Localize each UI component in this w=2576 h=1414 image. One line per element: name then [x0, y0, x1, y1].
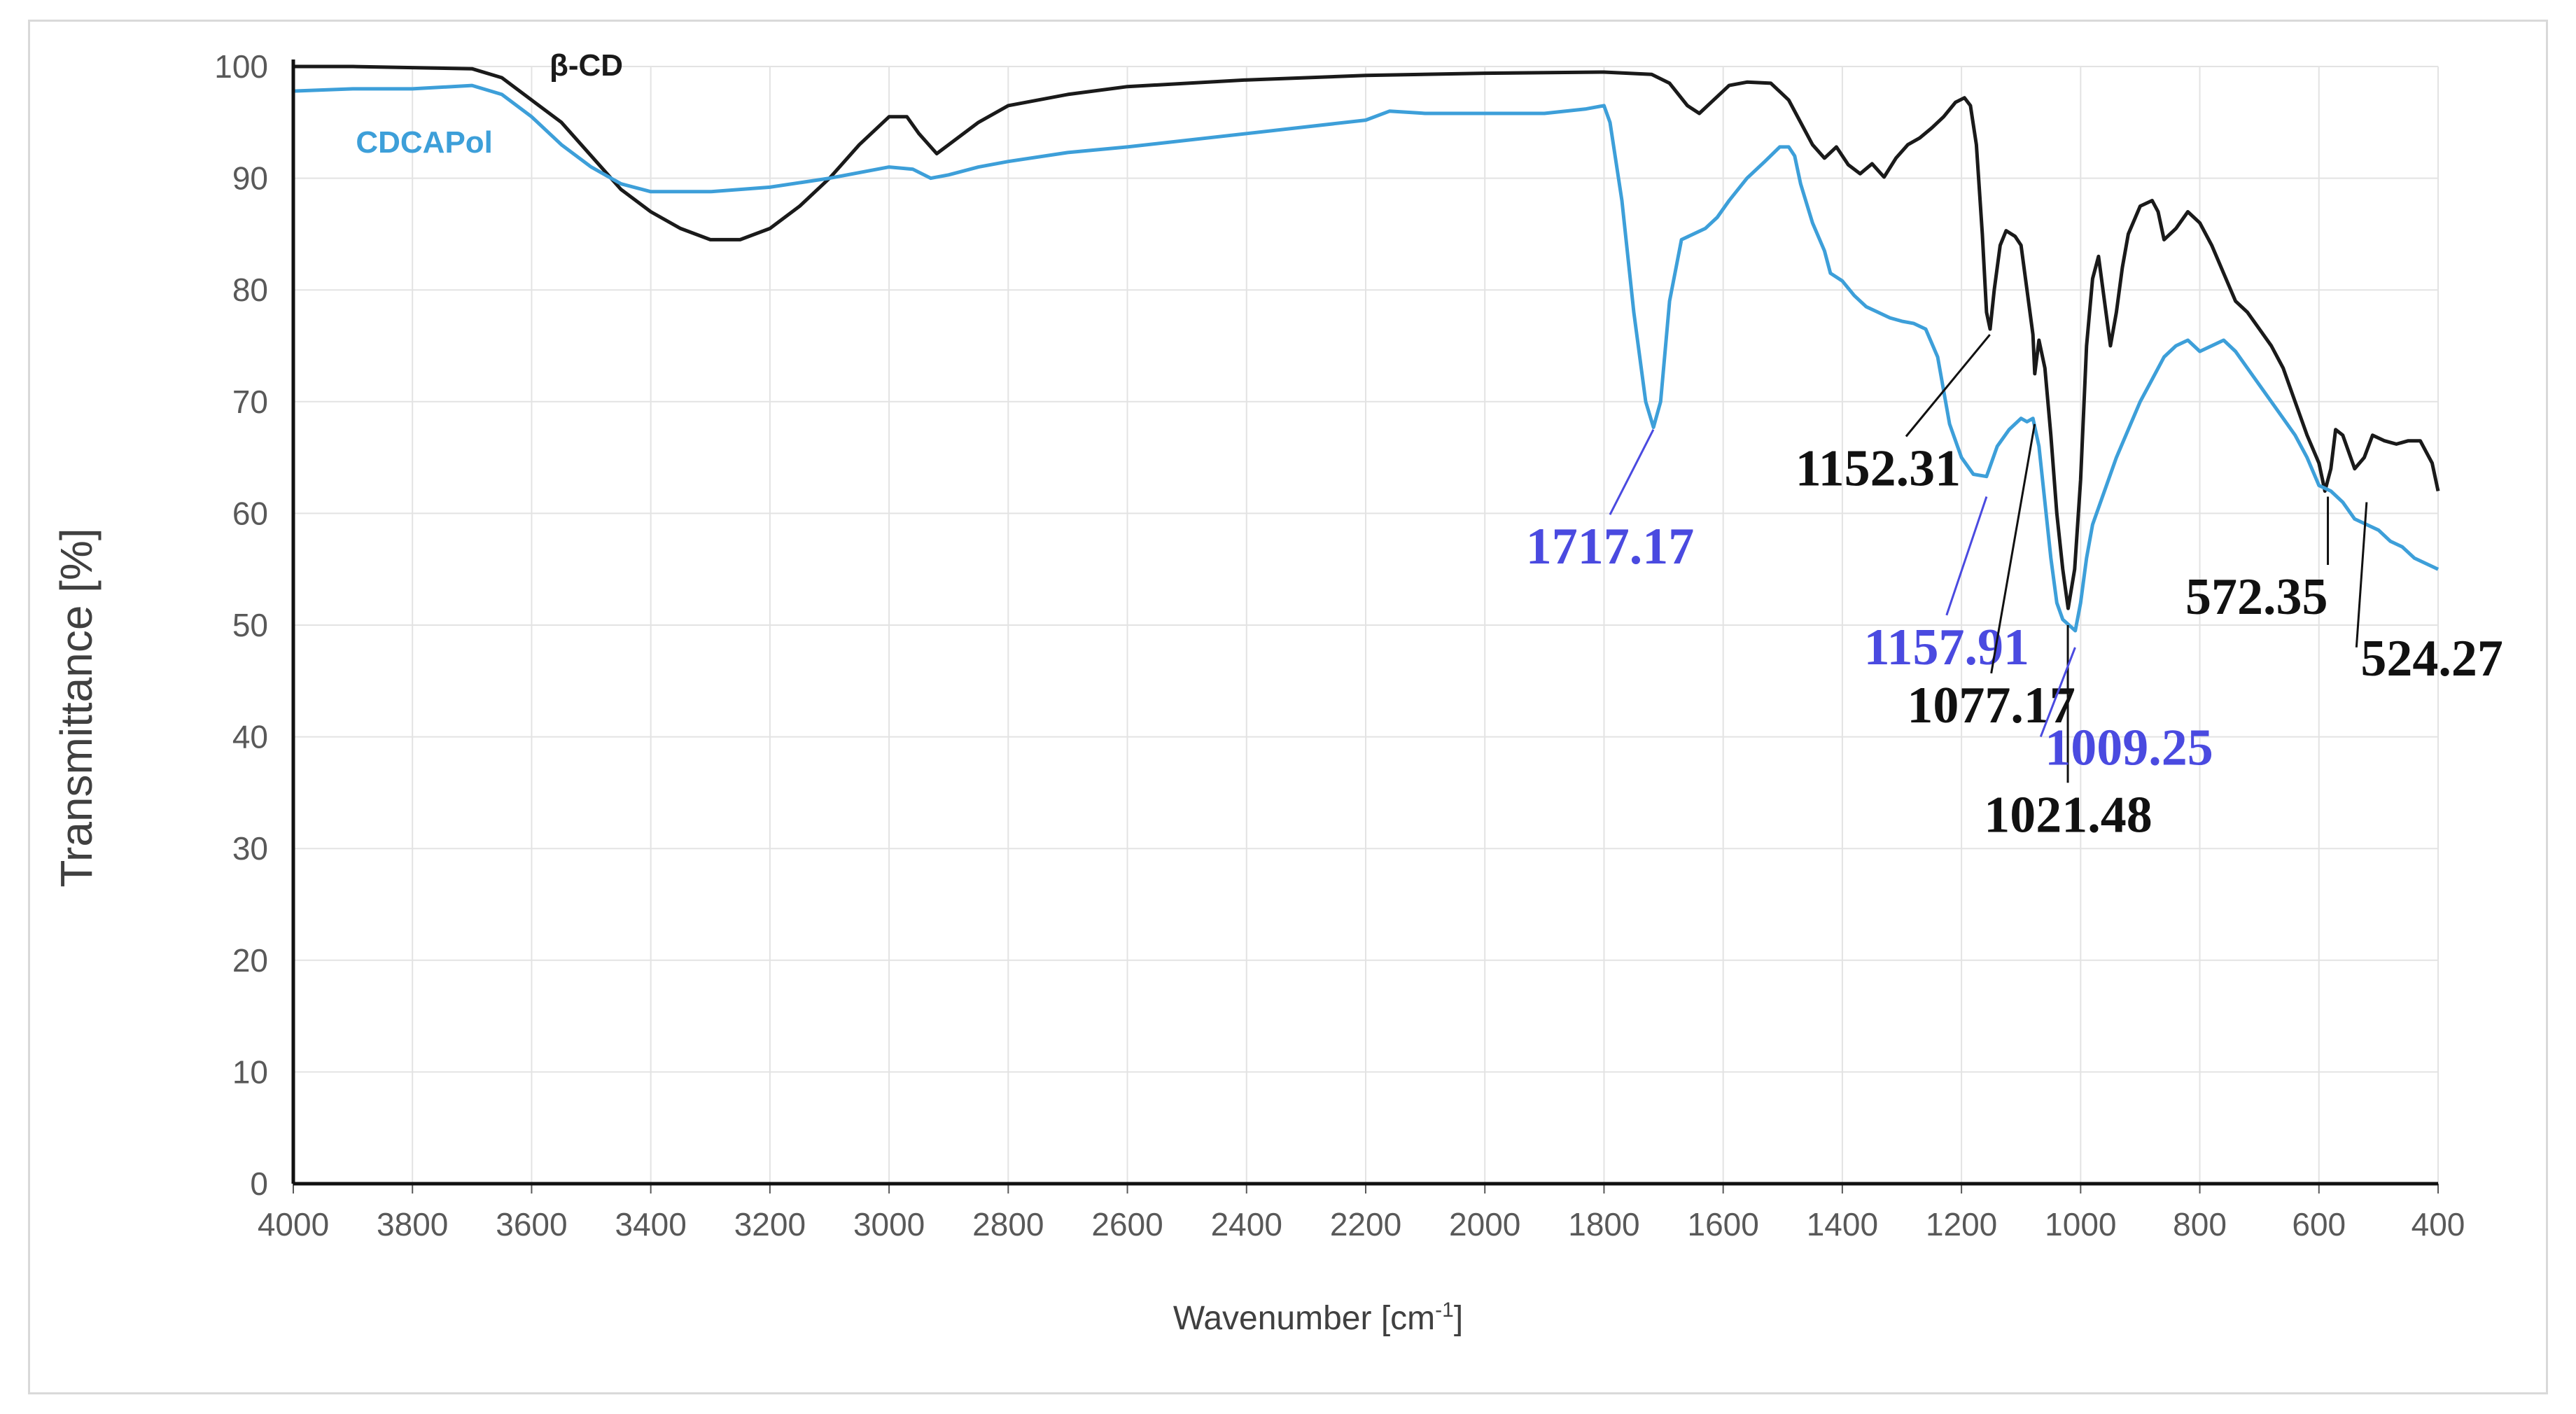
- x-tick-label: 4000: [258, 1206, 329, 1242]
- x-tick-label: 3800: [377, 1206, 448, 1242]
- peak-label: 1009.25: [2045, 720, 2213, 777]
- x-axis-title-sup: -1: [1435, 1298, 1454, 1322]
- y-tick-label: 0: [250, 1166, 268, 1202]
- y-tick-label: 30: [232, 830, 268, 867]
- x-tick-label: 2200: [1330, 1206, 1401, 1242]
- x-axis-title: Wavenumber [cm-1]: [1173, 1298, 1463, 1337]
- peak-label: 1021.48: [1984, 786, 2152, 844]
- series-label-beta-cd: β-CD: [550, 48, 623, 83]
- x-tick-label: 1200: [1926, 1206, 1997, 1242]
- peak-label: 1717.17: [1526, 518, 1695, 575]
- x-tick-label: 2000: [1449, 1206, 1520, 1242]
- y-tick-label: 100: [214, 48, 268, 85]
- x-axis-title-main: Wavenumber [cm: [1173, 1300, 1435, 1337]
- x-tick-label: 400: [2412, 1206, 2465, 1242]
- x-tick-label: 1800: [1568, 1206, 1639, 1242]
- peak-leader-line: [1945, 496, 1988, 616]
- x-tick-label: 1600: [1687, 1206, 1758, 1242]
- peak-label: 572.35: [2185, 568, 2328, 626]
- y-tick-label: 70: [232, 384, 268, 420]
- peak-leader-line: [1609, 429, 1655, 515]
- peak-label: 1157.91: [1864, 619, 2029, 676]
- y-tick-label: 40: [232, 719, 268, 755]
- x-tick-label: 2800: [972, 1206, 1044, 1242]
- series-line-beta-cd: [293, 64, 2440, 610]
- x-tick-label: 800: [2173, 1206, 2227, 1242]
- x-tick-label: 3600: [496, 1206, 567, 1242]
- peak-leader-line: [1990, 424, 2036, 674]
- series-line-cdcapol: [293, 83, 2440, 633]
- gridlines: [293, 66, 2439, 1184]
- y-tick-label: 50: [232, 607, 268, 643]
- x-tick-label: 1400: [1807, 1206, 1878, 1242]
- y-tick-label: 80: [232, 272, 268, 308]
- y-tick-label: 10: [232, 1054, 268, 1090]
- series-lines: β-CD CDCAPol: [293, 48, 2440, 633]
- peak-leader-line: [2039, 647, 2076, 738]
- x-tick-label: 3400: [615, 1206, 686, 1242]
- ftir-chart: β-CD CDCAPol 1717.17 1152.31 1157.911077.17…: [51, 48, 2503, 1337]
- tick-labels: 4000 3800 3600 3400 3200 3000 2800 2600 2400 2200…: [214, 48, 2465, 1242]
- peak-label: 1152.31: [1795, 440, 1961, 498]
- y-tick-label: 60: [232, 495, 268, 531]
- x-tick-label: 2600: [1091, 1206, 1163, 1242]
- x-axis-title-close: ]: [1454, 1300, 1463, 1337]
- x-tick-label: 3000: [853, 1206, 925, 1242]
- chart-frame: β-CD CDCAPol 1717.17 1152.31 1157.91 1077.17…: [28, 20, 2548, 1394]
- x-tick-label: 1000: [2045, 1206, 2116, 1242]
- y-tick-label: 90: [232, 160, 268, 197]
- peak-label: 524.27: [2360, 630, 2503, 687]
- axes: [291, 59, 2439, 1194]
- x-tick-label: 2400: [1211, 1206, 1282, 1242]
- series-label-cdcapol: CDCAPol: [356, 125, 493, 160]
- x-tick-label: 600: [2292, 1206, 2346, 1242]
- y-tick-label: 20: [232, 942, 268, 979]
- peak-leader-line: [2355, 502, 2368, 648]
- y-axis-title: Transmittance [%]: [51, 528, 102, 887]
- x-tick-label: 3200: [734, 1206, 806, 1242]
- peak-label: 1077.17: [1907, 677, 2076, 734]
- peak-leader-line: [1905, 334, 1991, 438]
